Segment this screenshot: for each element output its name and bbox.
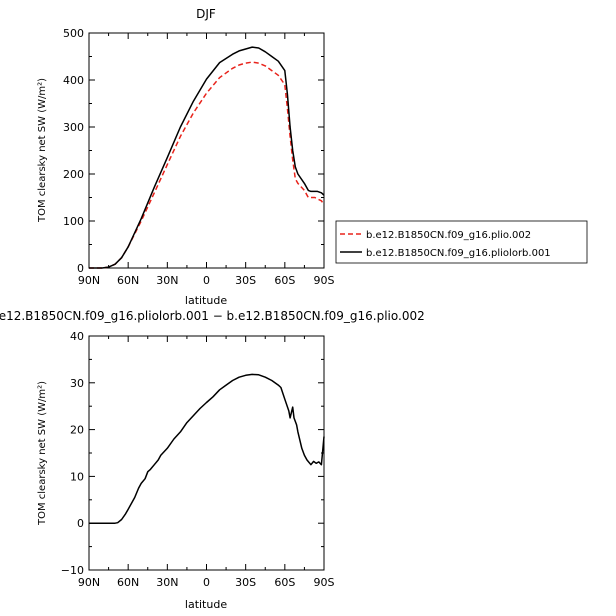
- bottom-plot-frame: [88, 335, 325, 571]
- top-x-axis-label: latitude: [185, 294, 227, 307]
- x-tick-label: 30N: [156, 576, 178, 589]
- x-tick-label: 60S: [274, 576, 295, 589]
- top-series-layer: [89, 46, 325, 269]
- top-plot-frame: [88, 32, 325, 269]
- y-tick-label: 0: [77, 262, 84, 275]
- top-panel: DJF 90N 60N 30N 0 30S 60S 90S 0 100 200 300 400 500…: [37, 7, 335, 307]
- x-tick-label: 90N: [78, 274, 100, 287]
- y-tick-label: 100: [63, 215, 84, 228]
- y-tick-label: −10: [61, 564, 84, 577]
- bottom-y-axis-label: TOM clearsky net SW (W/m²): [37, 381, 48, 526]
- x-tick-label: 60N: [117, 576, 139, 589]
- y-tick-label: 500: [63, 27, 84, 40]
- top-series-line-1: [89, 46, 325, 269]
- bottom-series-line-0: [89, 373, 325, 524]
- x-tick-label: 90S: [314, 274, 335, 287]
- top-panel-title: DJF: [196, 7, 216, 21]
- top-y-axis-label: TOM clearsky net SW (W/m²): [37, 78, 48, 223]
- y-tick-label: 400: [63, 74, 84, 87]
- bottom-x-axis-label: latitude: [185, 598, 227, 611]
- top-x-ticks: 90N 60N 30N 0 30S 60S 90S: [78, 33, 335, 287]
- x-tick-label: 30N: [156, 274, 178, 287]
- legend-label-pliolorb: b.e12.B1850CN.f09_g16.pliolorb.001: [366, 248, 551, 259]
- x-tick-label: 90N: [78, 576, 100, 589]
- bottom-y-ticks: −10 0 10 20 30 40: [61, 330, 324, 577]
- legend-box: [335, 220, 588, 264]
- y-tick-label: 20: [70, 424, 84, 437]
- legend-label-plio: b.e12.B1850CN.f09_g16.plio.002: [366, 230, 531, 241]
- y-tick-label: 200: [63, 168, 84, 181]
- bottom-panel: b.e12.B1850CN.f09_g16.pliolorb.001 − b.e…: [0, 309, 425, 611]
- y-tick-label: 0: [77, 517, 84, 530]
- top-y-ticks: 0 100 200 300 400 500: [63, 27, 324, 275]
- bottom-series-layer: [89, 373, 325, 524]
- bottom-x-ticks: 90N 60N 30N 0 30S 60S 90S: [78, 336, 335, 589]
- y-tick-label: 40: [70, 330, 84, 343]
- bottom-panel-title: b.e12.B1850CN.f09_g16.pliolorb.001 − b.e…: [0, 309, 425, 323]
- y-tick-label: 30: [70, 377, 84, 390]
- legend: b.e12.B1850CN.f09_g16.plio.002 b.e12.B18…: [335, 220, 588, 264]
- x-tick-label: 30S: [235, 274, 256, 287]
- x-tick-label: 60S: [274, 274, 295, 287]
- x-tick-label: 90S: [314, 576, 335, 589]
- x-tick-label: 30S: [235, 576, 256, 589]
- top-series-line-0: [89, 61, 325, 269]
- x-tick-label: 0: [203, 576, 210, 589]
- y-tick-label: 300: [63, 121, 84, 134]
- y-tick-label: 10: [70, 470, 84, 483]
- x-tick-label: 0: [203, 274, 210, 287]
- x-tick-label: 60N: [117, 274, 139, 287]
